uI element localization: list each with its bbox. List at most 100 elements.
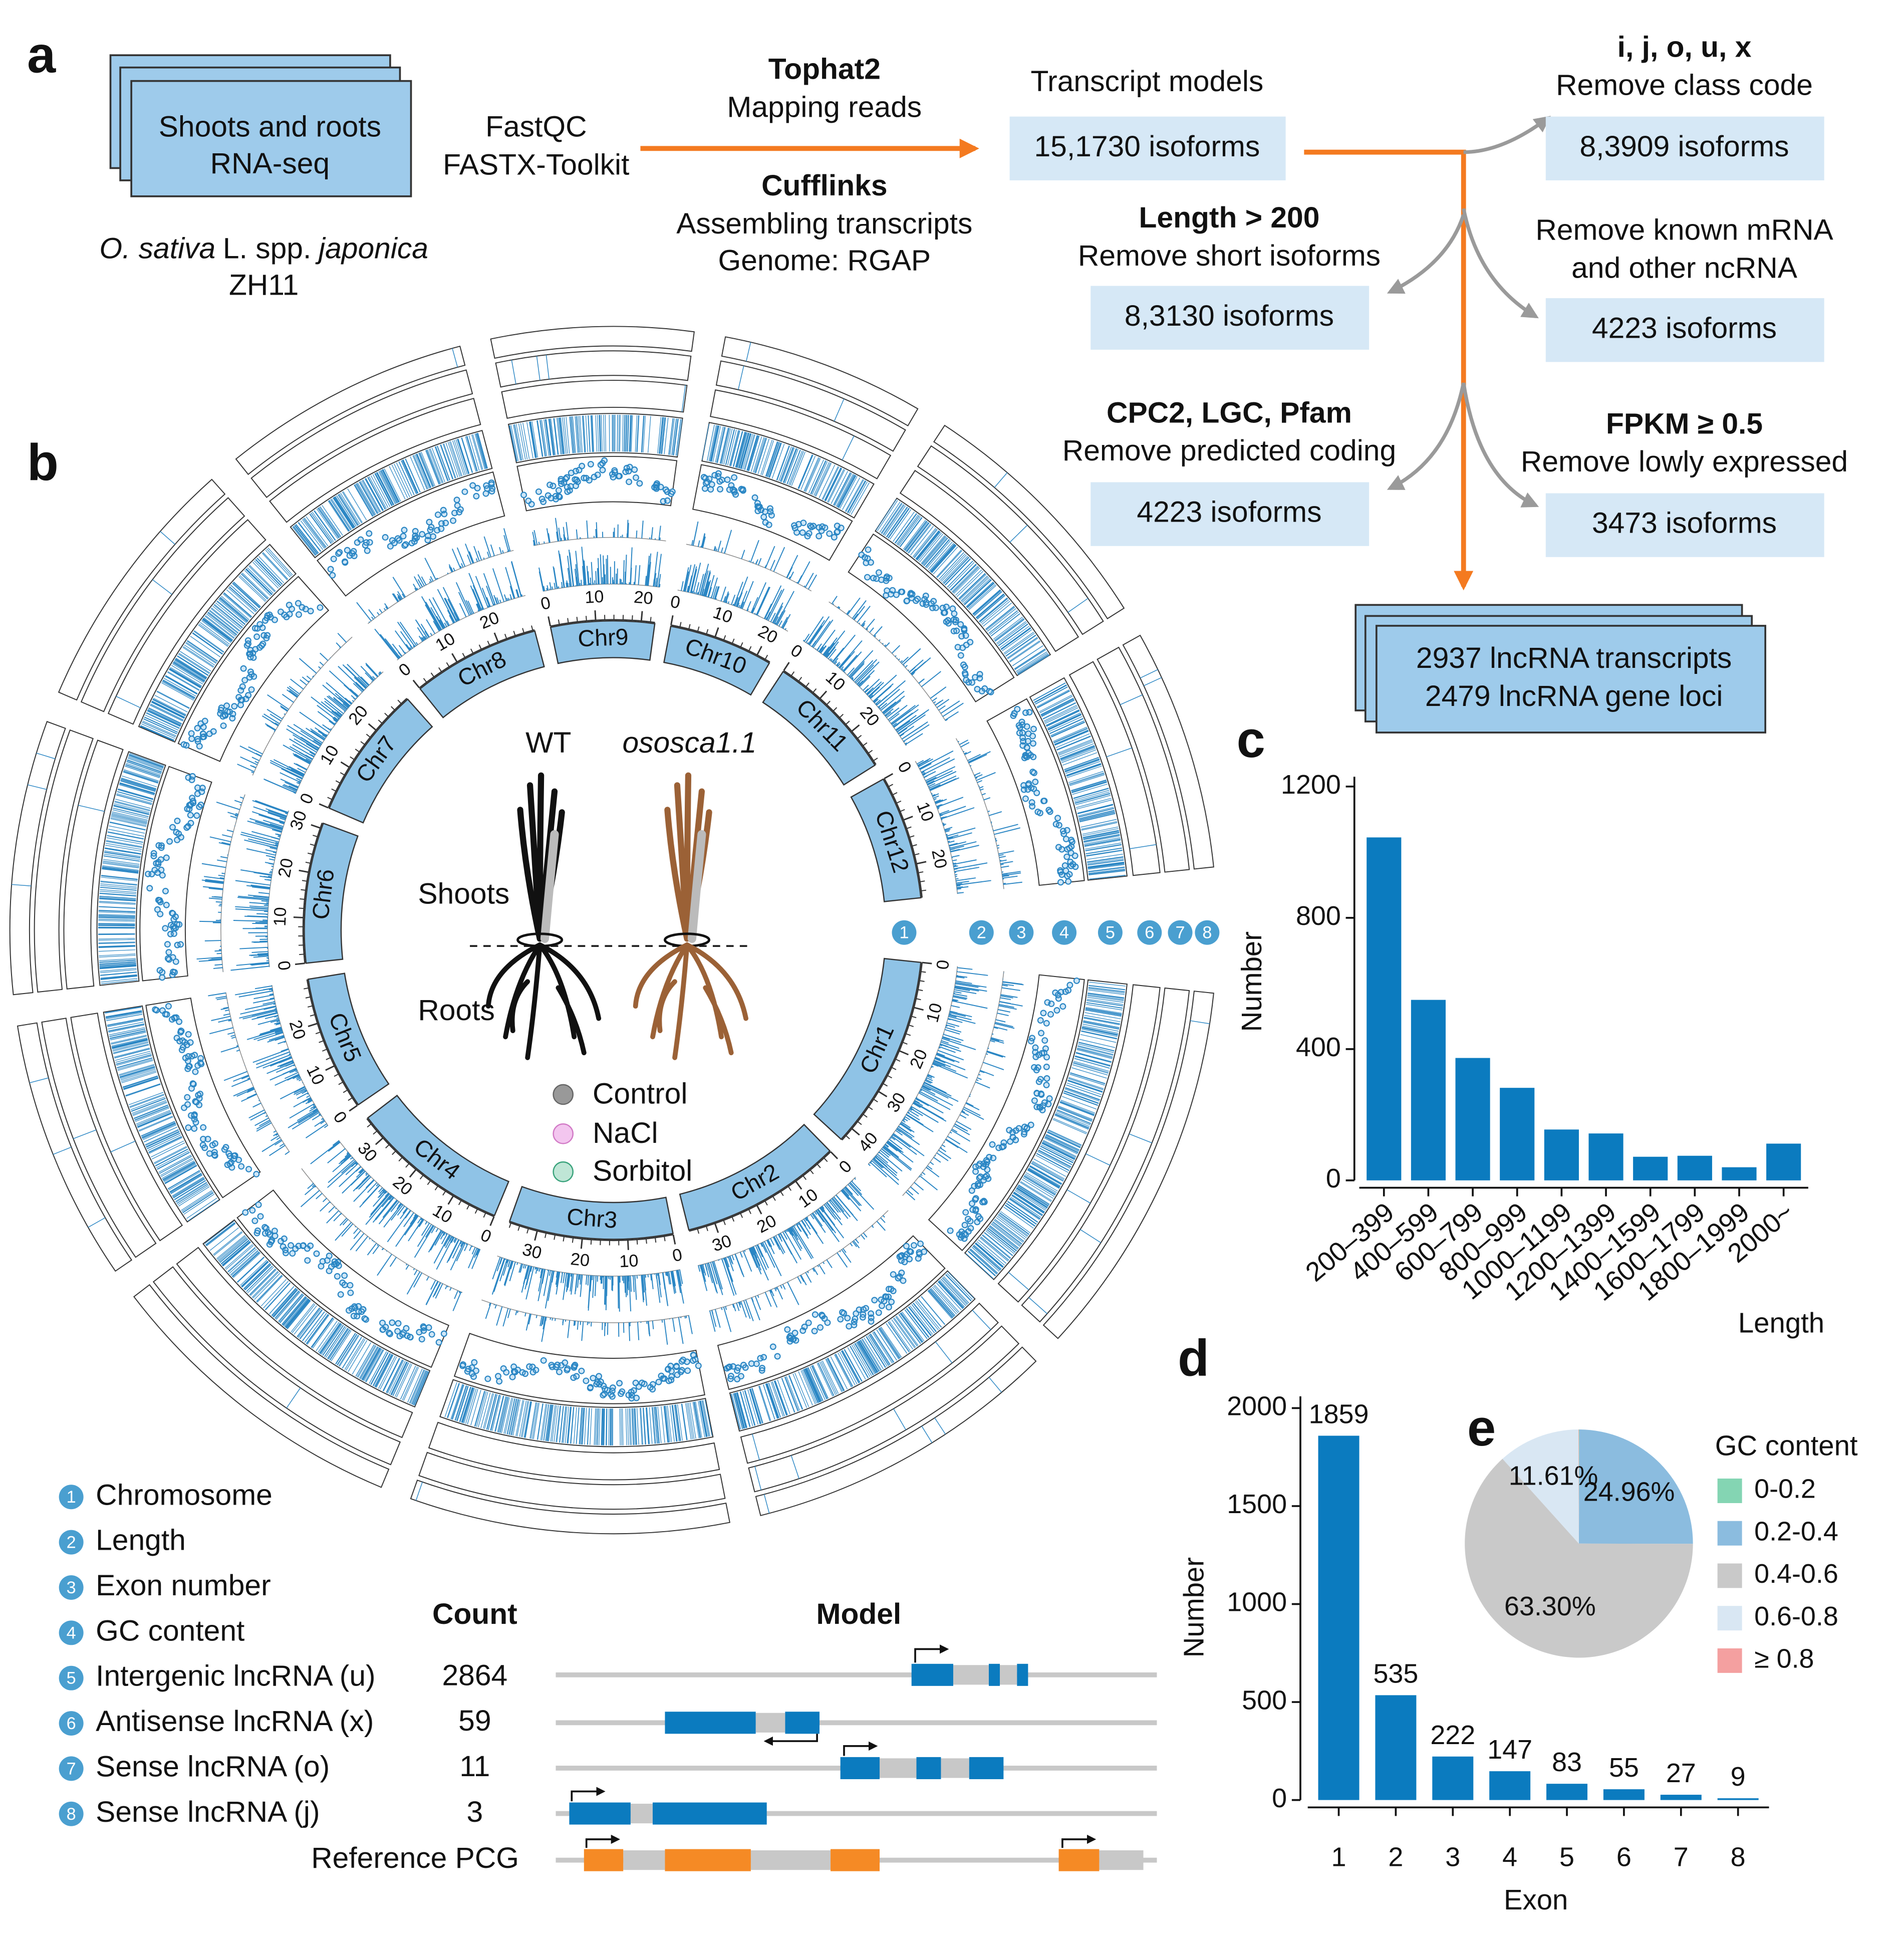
legend-number: 5 [67, 1669, 76, 1688]
slice-label: 11.61% [1509, 1461, 1598, 1491]
shoot [540, 830, 559, 943]
data-label: 147 [1487, 1735, 1532, 1765]
exon [1058, 1849, 1100, 1871]
tick-label: 10 [584, 587, 604, 607]
filter-criterion: i, j, o, u, x [1617, 31, 1752, 63]
track-frame [235, 345, 466, 475]
length-track [234, 985, 328, 1139]
track-frame [250, 369, 473, 498]
track-frame [176, 1247, 413, 1438]
sparse-track [452, 348, 458, 368]
treatment: NaCl [593, 1117, 658, 1149]
legend-badge [59, 1756, 84, 1781]
track-number: 4 [1059, 923, 1069, 942]
intergenic-track [98, 753, 164, 985]
result-box [1545, 493, 1824, 557]
species-part: O. sativa [99, 232, 215, 265]
track-frame [490, 326, 695, 359]
chromosome-ideogram [813, 957, 922, 1140]
pcg-exons [584, 1849, 1100, 1871]
tick-mark [534, 1231, 538, 1241]
tool: FastQC [485, 111, 587, 143]
y-axis-title: Number [1178, 1557, 1210, 1657]
track-frame [740, 1302, 999, 1464]
exon-track [905, 972, 1024, 1200]
tick-label: 0 [478, 1226, 494, 1247]
tick-mark [670, 615, 674, 625]
pie-slice [1502, 1429, 1579, 1544]
intergenic-track [1033, 682, 1126, 880]
track-frame [80, 497, 245, 712]
result-box [1091, 482, 1370, 546]
tick-mark [916, 861, 927, 865]
result-box [1545, 298, 1824, 362]
track-baseline [915, 738, 1004, 894]
track-frame [9, 720, 66, 996]
legend-label: Intergenic lncRNA (u) [96, 1660, 376, 1692]
tick-mark [922, 961, 932, 964]
bar [1367, 837, 1402, 1180]
result: 15,1730 isoforms [1034, 130, 1260, 163]
intergenic-track [140, 547, 293, 742]
sparse-track [752, 1310, 1002, 1514]
intron [1099, 1850, 1144, 1870]
exon [1017, 1663, 1028, 1686]
legend-label: 0.4-0.6 [1754, 1559, 1838, 1589]
tick-label: 30 [710, 1231, 734, 1255]
step: Genome: RGAP [718, 245, 931, 277]
track-number: 8 [1202, 923, 1212, 942]
tick-mark [299, 869, 309, 873]
count: 59 [458, 1705, 491, 1737]
output-text: 2479 lncRNA gene loci [1425, 680, 1723, 712]
legend-badge [59, 1801, 84, 1826]
y-tick-label: 0 [1272, 1783, 1287, 1813]
sparse-track [286, 1387, 301, 1408]
bar [1660, 1795, 1702, 1800]
chromosome-ideogram [508, 1185, 674, 1240]
sparse-track [1008, 1020, 1210, 1314]
sparse-track [29, 1077, 136, 1228]
arrow [1463, 116, 1551, 154]
x-tick-label: 1 [1331, 1842, 1346, 1872]
tick-label: 10 [429, 1201, 455, 1227]
track-frame [986, 698, 1085, 886]
bar [1546, 1784, 1588, 1800]
legend-label: Length [96, 1524, 186, 1557]
species-part: L. spp. [223, 232, 311, 265]
track-frame [145, 998, 261, 1198]
tick-label: 30 [287, 808, 311, 832]
filter-result: 8,3909 isoforms [1579, 130, 1789, 163]
data-label: 535 [1373, 1658, 1418, 1688]
track-frame [41, 1018, 157, 1258]
track-frame [501, 380, 688, 419]
track-frame [96, 751, 166, 986]
legend-title: GC content [1715, 1430, 1858, 1462]
exon [652, 1802, 767, 1825]
length-track [310, 1140, 481, 1271]
track-frame [997, 984, 1161, 1303]
input-text: Shoots and roots [159, 111, 381, 143]
track-frame [933, 424, 1125, 620]
filter-result: 8,3130 isoforms [1125, 300, 1334, 332]
x-axis-title: Length [1738, 1307, 1824, 1339]
filter-action: Remove known mRNA [1535, 213, 1833, 246]
y-tick-label: 0 [1326, 1163, 1341, 1193]
y-tick-label: 1000 [1227, 1587, 1287, 1617]
y-tick-label: 500 [1242, 1685, 1287, 1715]
chromosome-label: Chr3 [566, 1203, 618, 1233]
exon [569, 1802, 631, 1825]
gene-models [556, 1644, 1157, 1871]
track-frame [439, 1379, 714, 1447]
legend-badge [59, 1530, 84, 1555]
tick-label: 10 [822, 668, 849, 695]
legend-swatch [1717, 1521, 1742, 1546]
output-box [1376, 625, 1766, 734]
tick-mark [903, 816, 913, 821]
tick-baseline [419, 629, 535, 688]
data-label: 55 [1609, 1753, 1639, 1783]
track-number-badge [1098, 920, 1123, 945]
bar [1588, 1133, 1623, 1180]
gc-track [145, 773, 206, 981]
tool: Tophat2 [768, 53, 881, 86]
legend-swatch [1717, 1648, 1742, 1673]
